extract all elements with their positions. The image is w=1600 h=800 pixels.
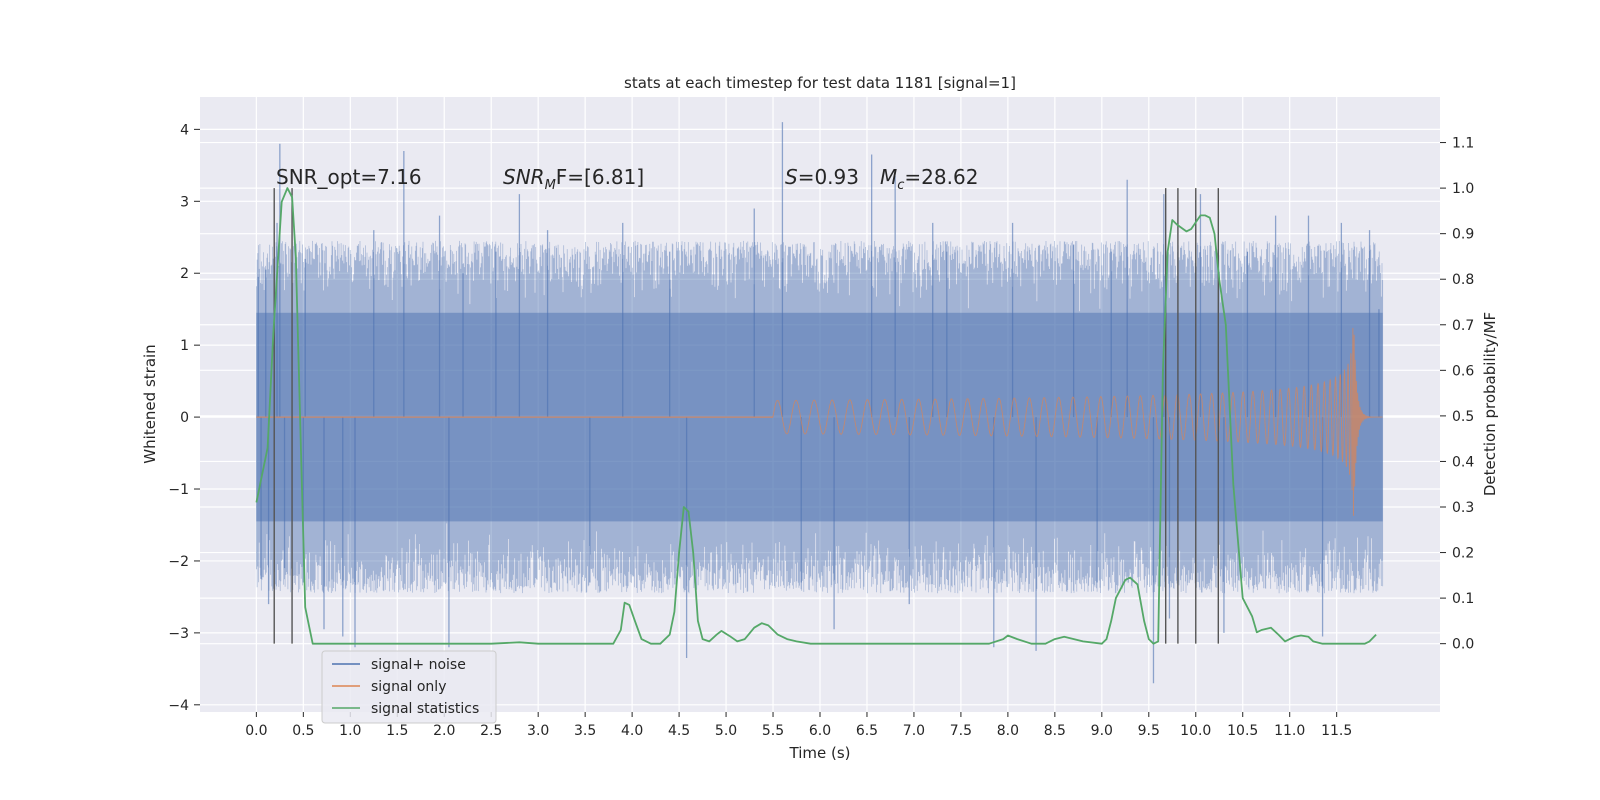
legend-box xyxy=(321,650,497,724)
signal-only-series xyxy=(256,328,1383,516)
y2-tick-label-2: 0.2 xyxy=(1452,546,1474,562)
x-tick-label-12: 6.0 xyxy=(809,723,831,739)
snr-mf-sub: M xyxy=(545,178,556,193)
y-tick-label-3: −1 xyxy=(168,482,189,498)
y2-tick-label-1: 0.1 xyxy=(1452,591,1474,607)
mc-suffix: =28.62 xyxy=(904,165,978,189)
y2-tick-label-8: 0.8 xyxy=(1452,272,1474,288)
x-tick-label-13: 6.5 xyxy=(856,723,878,739)
x-tick-label-15: 7.5 xyxy=(950,723,972,739)
signal-only-line xyxy=(772,328,1383,516)
annotation-snr-mf: SNRMF=[6.81] xyxy=(503,165,644,193)
y2-tick-label-3: 0.3 xyxy=(1452,500,1474,516)
y2-tick-label-11: 1.1 xyxy=(1452,136,1474,152)
x-tick-label-6: 3.0 xyxy=(527,723,549,739)
x-tick-label-22: 11.0 xyxy=(1274,723,1305,739)
y2-tick-label-0: 0.0 xyxy=(1452,637,1474,653)
s-suffix: =0.93 xyxy=(798,165,859,189)
y-tick-label-5: 1 xyxy=(180,338,189,354)
signal-statistics-line xyxy=(255,187,1377,645)
x-tick-label-1: 0.5 xyxy=(292,723,314,739)
x-tick-label-0: 0.0 xyxy=(245,723,267,739)
y2-tick-label-4: 0.4 xyxy=(1452,454,1474,470)
x-tick-label-4: 2.0 xyxy=(433,723,455,739)
snr-mf-suffix: F=[6.81] xyxy=(556,165,644,189)
legend: signal+ noise signal only signal statist… xyxy=(321,650,497,724)
y2-tick-label-9: 0.9 xyxy=(1452,227,1474,243)
annotation-mc: Mc=28.62 xyxy=(880,165,978,193)
x-tick-label-2: 1.0 xyxy=(339,723,361,739)
x-tick-label-20: 10.0 xyxy=(1180,723,1211,739)
y-tick-label-4: 0 xyxy=(180,410,189,426)
s-prefix: S xyxy=(785,165,798,189)
signal-statistics-series xyxy=(255,187,1377,645)
x-tick-label-8: 4.0 xyxy=(621,723,643,739)
y2-tick-label-7: 0.7 xyxy=(1452,318,1474,334)
x-tick-label-16: 8.0 xyxy=(997,723,1019,739)
y-tick-label-8: 4 xyxy=(180,122,189,138)
y2-axis-ticks: 0.0 0.1 0.2 0.3 0.4 0.5 0.6 0.7 0.8 0.9 1.0 1.1 xyxy=(1440,136,1474,653)
y-tick-label-7: 3 xyxy=(180,194,189,210)
y2-tick-label-6: 0.6 xyxy=(1452,363,1474,379)
chart-title: stats at each timestep for test data 118… xyxy=(624,74,1016,92)
x-tick-label-19: 9.5 xyxy=(1138,723,1160,739)
y2-tick-label-5: 0.5 xyxy=(1452,409,1474,425)
mc-prefix: M xyxy=(880,165,897,189)
snr-mf-prefix: SNR xyxy=(503,165,545,189)
y-tick-label-1: −3 xyxy=(168,626,189,642)
x-tick-label-7: 3.5 xyxy=(574,723,596,739)
x-axis-label: Time (s) xyxy=(789,744,851,762)
x-tick-label-17: 8.5 xyxy=(1044,723,1066,739)
x-tick-label-23: 11.5 xyxy=(1321,723,1352,739)
x-tick-label-3: 1.5 xyxy=(386,723,408,739)
x-tick-label-10: 5.0 xyxy=(715,723,737,739)
x-tick-label-21: 10.5 xyxy=(1227,723,1258,739)
x-tick-label-11: 5.5 xyxy=(762,723,784,739)
legend-label-signal-statistics: signal statistics xyxy=(371,701,479,717)
x-tick-label-5: 2.5 xyxy=(480,723,502,739)
annotation-s: S=0.93 xyxy=(785,165,859,189)
y2-axis-label: Detection probability/MF xyxy=(1481,312,1499,496)
y-tick-label-6: 2 xyxy=(180,266,189,282)
y-axis-label: Whitened strain xyxy=(141,344,159,463)
y-axis-ticks: −4 −3 −2 −1 0 1 2 3 4 xyxy=(168,122,200,714)
x-axis-ticks: 0.0 0.5 1.0 1.5 2.0 2.5 3.0 3.5 4.0 4.5 5.0 5.5 6.0 6… xyxy=(245,712,1352,739)
vertical-markers xyxy=(273,188,1220,644)
x-tick-label-18: 9.0 xyxy=(1091,723,1113,739)
y2-tick-label-10: 1.0 xyxy=(1452,181,1474,197)
x-tick-label-14: 7.0 xyxy=(903,723,925,739)
mc-sub: c xyxy=(897,178,904,193)
legend-label-signal-only: signal only xyxy=(371,679,446,695)
x-tick-label-9: 4.5 xyxy=(668,723,690,739)
y-tick-label-0: −4 xyxy=(168,698,189,714)
legend-label-signal-noise: signal+ noise xyxy=(371,657,466,673)
annotation-snr-opt: SNR_opt=7.16 xyxy=(276,165,422,189)
y-tick-label-2: −2 xyxy=(168,554,189,570)
